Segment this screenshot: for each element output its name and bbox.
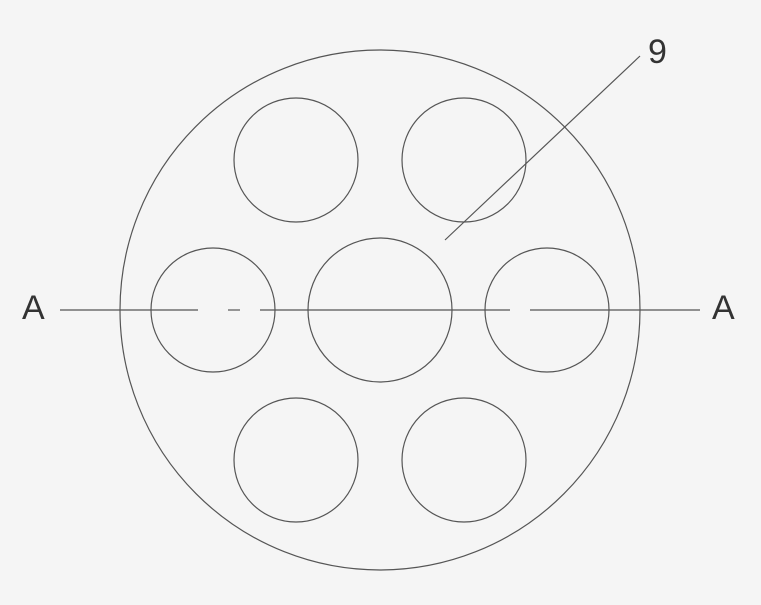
callout-label: 9 [648, 33, 667, 72]
satellite-hole-5 [402, 398, 526, 522]
satellite-hole-3 [402, 98, 526, 222]
leader-line [445, 56, 640, 240]
section-label-right: A [712, 289, 735, 328]
satellite-hole-2 [234, 98, 358, 222]
diagram-canvas [0, 0, 761, 605]
section-label-left: A [22, 289, 45, 328]
satellite-hole-4 [234, 398, 358, 522]
diagram-svg [0, 0, 761, 605]
